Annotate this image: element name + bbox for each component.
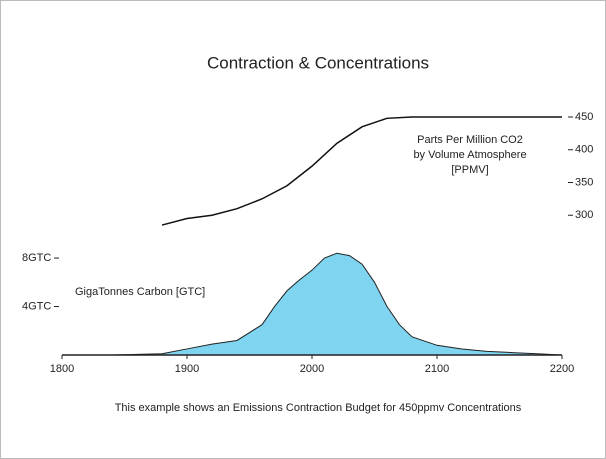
caption: This example shows an Emissions Contract… <box>115 402 522 414</box>
emissions-area <box>62 252 563 356</box>
y2-tick-label: 400 <box>575 144 593 156</box>
y2-tick-label: 450 <box>575 111 593 123</box>
concentration-line <box>161 116 562 226</box>
y-tick-label: 8GTC <box>22 252 51 264</box>
series-label: Parts Per Million CO2 by Volume Atmospher… <box>413 134 526 176</box>
y2-tick-label: 300 <box>575 209 593 221</box>
chart-title: Contraction & Concentrations <box>207 53 429 72</box>
x-tick-label: 2200 <box>550 363 574 375</box>
x-tick-label: 1900 <box>175 363 199 375</box>
y-tick-label: 4GTC <box>22 300 51 312</box>
y2-tick-label: 350 <box>575 176 593 188</box>
x-tick-label: 2000 <box>300 363 324 375</box>
x-tick-label: 2100 <box>425 363 449 375</box>
series-label: GigaTonnes Carbon [GTC] <box>75 286 205 298</box>
x-tick-label: 1800 <box>50 363 74 375</box>
